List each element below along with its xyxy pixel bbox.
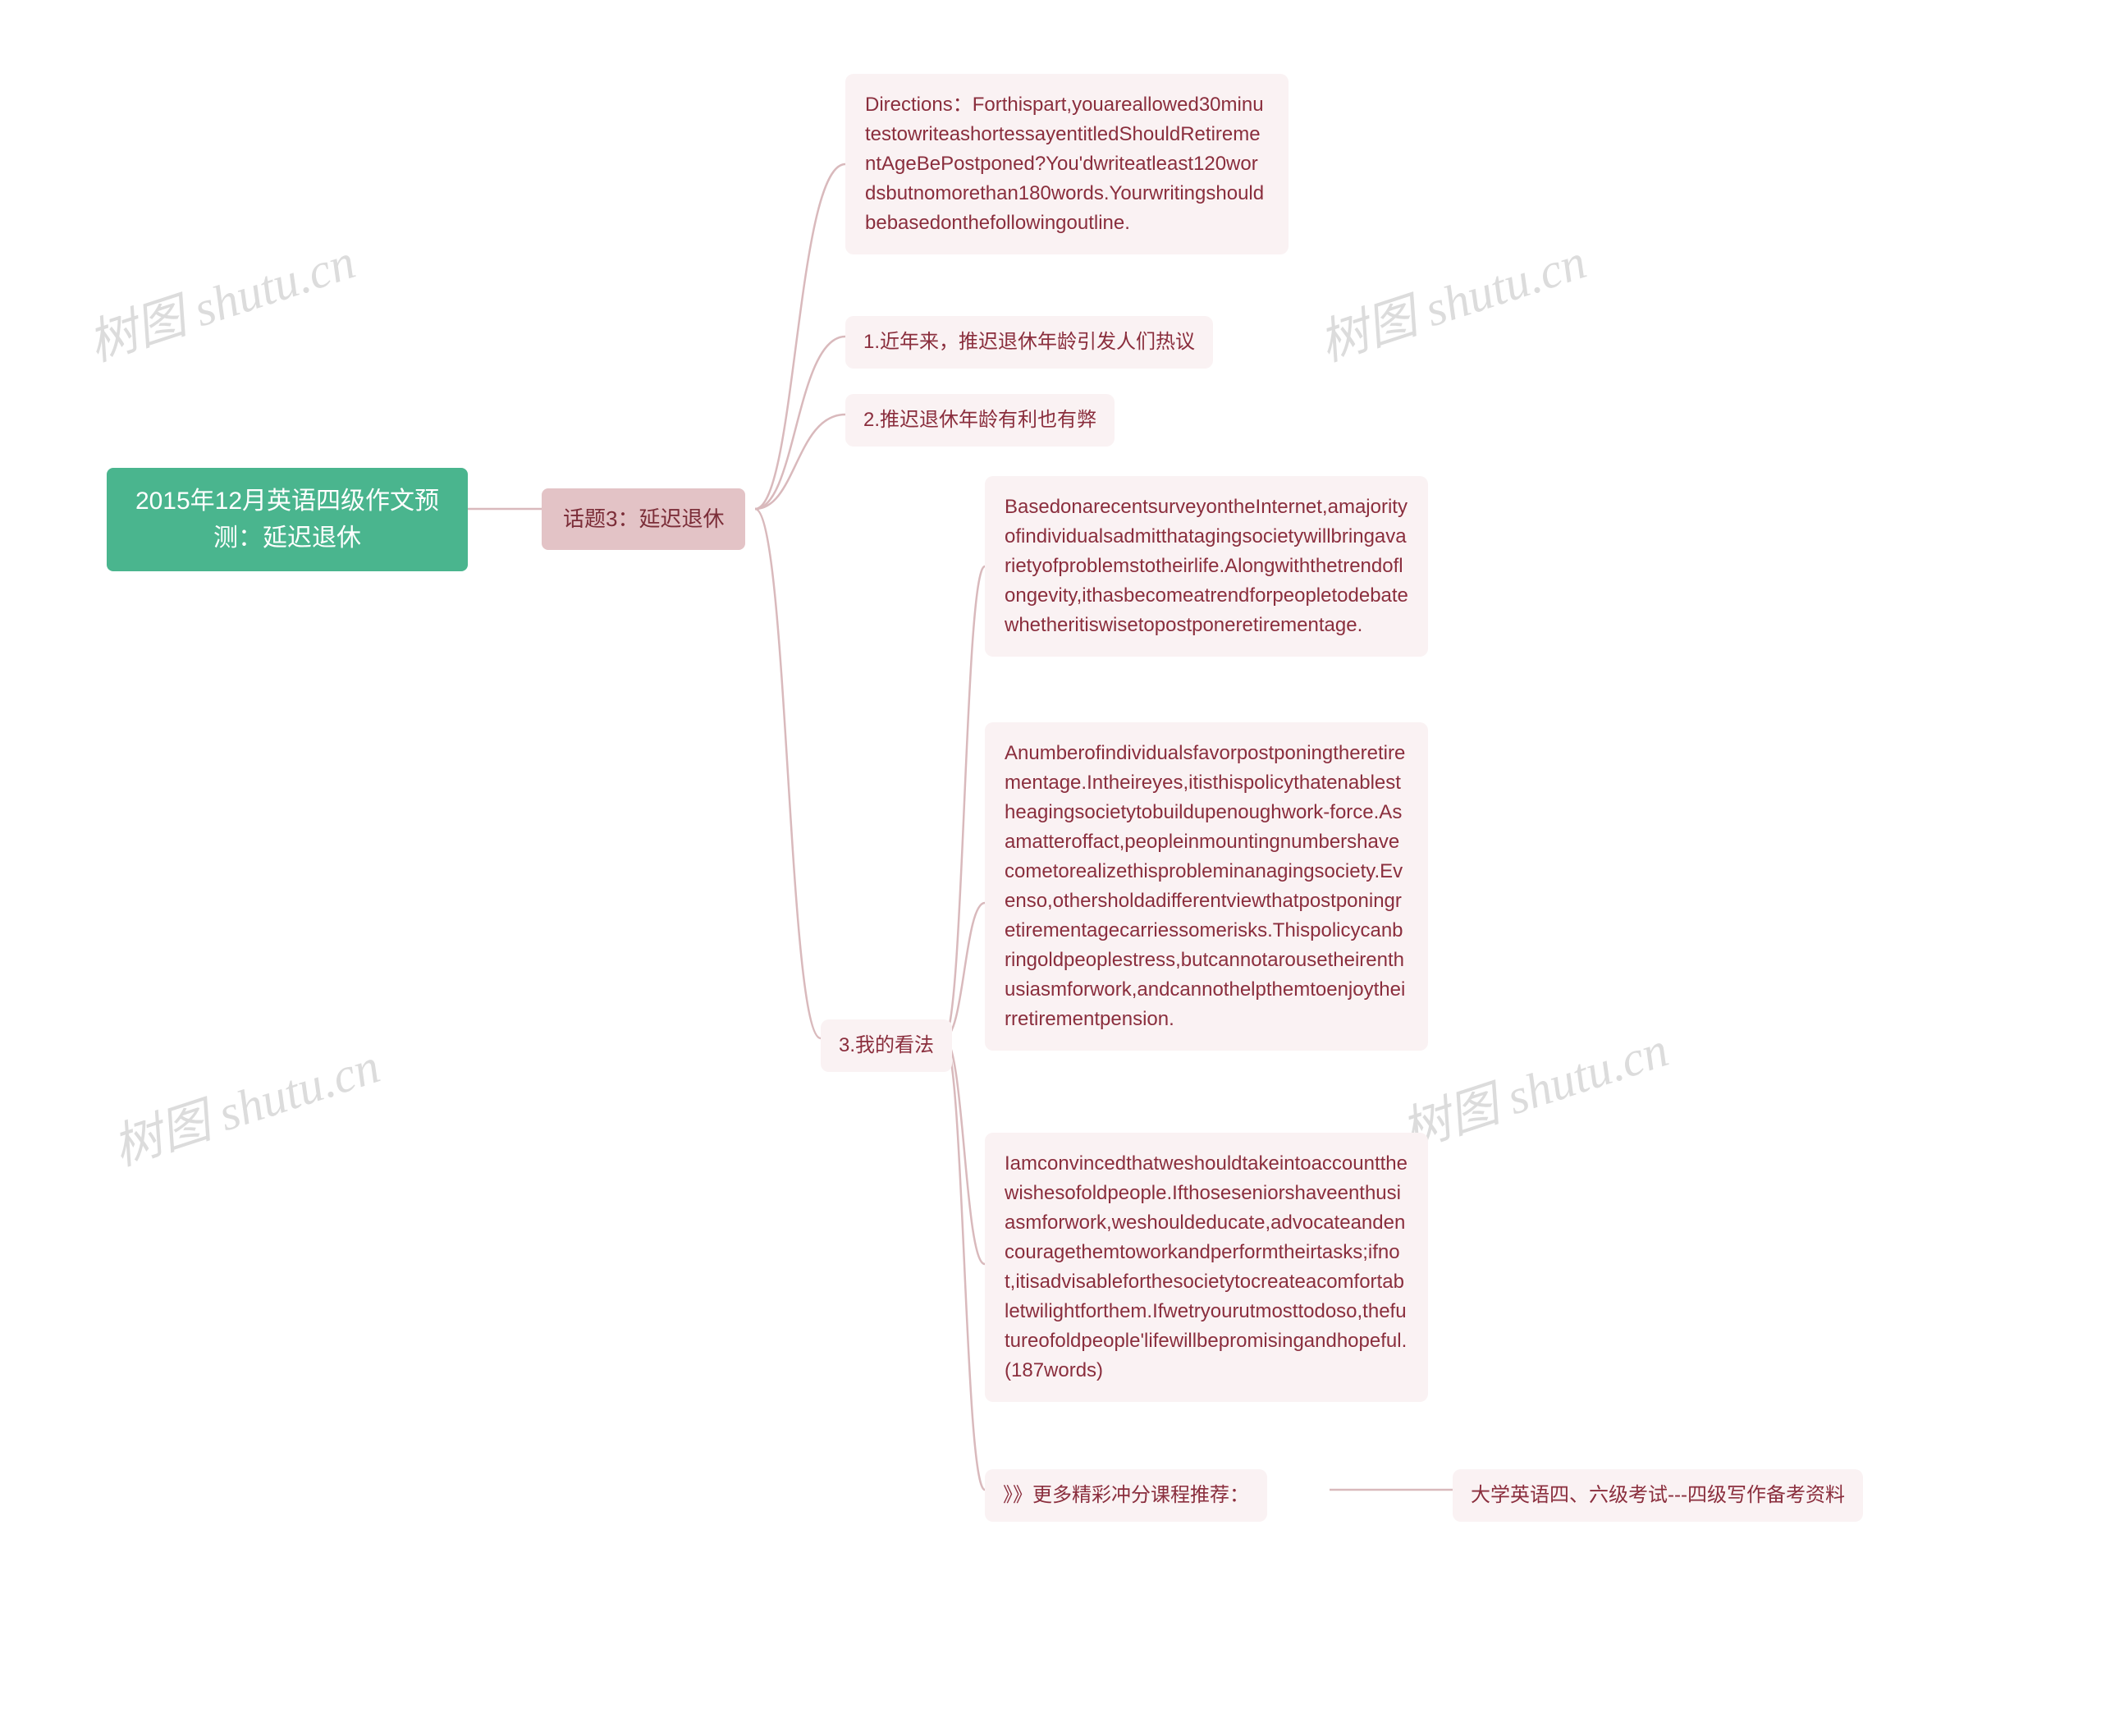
- root-node[interactable]: 2015年12月英语四级作文预测：延迟退休: [107, 468, 468, 571]
- leaf-para3[interactable]: Iamconvincedthatweshouldtakeintoaccountt…: [985, 1133, 1428, 1402]
- leaf-point2[interactable]: 2.推迟退休年龄有利也有弊: [845, 394, 1115, 447]
- leaf-more-sub[interactable]: 大学英语四、六级考试---四级写作备考资料: [1453, 1469, 1863, 1522]
- leaf-point1[interactable]: 1.近年来，推迟退休年龄引发人们热议: [845, 316, 1213, 369]
- leaf-directions[interactable]: Directions：Forthispart,youareallowed30mi…: [845, 74, 1289, 254]
- watermark: 树图 shutu.cn: [1309, 222, 1594, 375]
- watermark: 树图 shutu.cn: [78, 222, 363, 375]
- leaf-my-view-label[interactable]: 3.我的看法: [821, 1019, 952, 1072]
- leaf-more[interactable]: 》》更多精彩冲分课程推荐：: [985, 1469, 1267, 1522]
- watermark: 树图 shutu.cn: [1391, 1010, 1676, 1163]
- leaf-para1[interactable]: BasedonarecentsurveyontheInternet,amajor…: [985, 476, 1428, 657]
- mindmap-canvas: 树图 shutu.cn 树图 shutu.cn 树图 shutu.cn 树图 s…: [0, 0, 2101, 1736]
- watermark: 树图 shutu.cn: [103, 1026, 387, 1179]
- leaf-para2[interactable]: Anumberofindividualsfavorpostponingthere…: [985, 722, 1428, 1051]
- topic-node[interactable]: 话题3：延迟退休: [542, 488, 745, 550]
